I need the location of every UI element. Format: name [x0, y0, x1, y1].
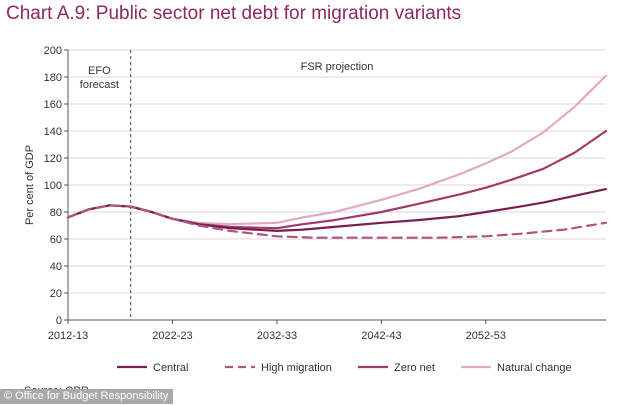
legend-label: Natural change	[497, 362, 572, 374]
x-tick-label: 2032-33	[257, 330, 297, 342]
y-tick-label: 40	[50, 261, 62, 273]
y-tick-label: 60	[50, 234, 62, 246]
series-line-central	[66, 188, 608, 232]
y-tick-label: 100	[44, 180, 62, 192]
legend-label: High migration	[261, 362, 332, 374]
credit-bar: © Office for Budget Responsibility	[0, 389, 174, 404]
series-line-high-migration	[66, 204, 608, 239]
series-line-natural-change	[66, 74, 608, 226]
annotation-fsr-projection: FSR projection	[301, 61, 374, 73]
series-line-zero-net	[66, 129, 608, 230]
x-tick-label: 2022-23	[152, 330, 192, 342]
y-tick-label: 80	[50, 207, 62, 219]
legend: Central High migration Zero net Natural cha…	[117, 362, 572, 374]
y-tick-labels: 0 20 40 60 80 100 120 140 160 180 200	[44, 45, 62, 327]
legend-label: Central	[153, 362, 188, 374]
annotation-efo-forecast: EFO forecast	[80, 65, 119, 91]
series-lines	[66, 74, 608, 239]
axes	[64, 49, 606, 324]
annotations: EFO forecast FSR projection	[80, 61, 374, 91]
y-axis-label: Per cent of GDP	[24, 145, 36, 225]
y-tick-label: 200	[44, 45, 62, 57]
gridlines	[68, 49, 606, 294]
chart-title: Chart A.9: Public sector net debt for mi…	[6, 3, 462, 24]
legend-label: Zero net	[394, 362, 435, 374]
y-tick-label: 120	[44, 153, 62, 165]
y-tick-label: 140	[44, 126, 62, 138]
x-tick-labels: 2012-13 2022-23 2032-33 2042-43 2052-53	[48, 330, 506, 342]
y-tick-label: 0	[56, 315, 62, 327]
y-tick-label: 180	[44, 72, 62, 84]
y-tick-label: 160	[44, 99, 62, 111]
x-tick-label: 2042-43	[361, 330, 401, 342]
x-tick-label: 2052-53	[466, 330, 506, 342]
y-tick-label: 20	[50, 288, 62, 300]
x-tick-label: 2012-13	[48, 330, 88, 342]
